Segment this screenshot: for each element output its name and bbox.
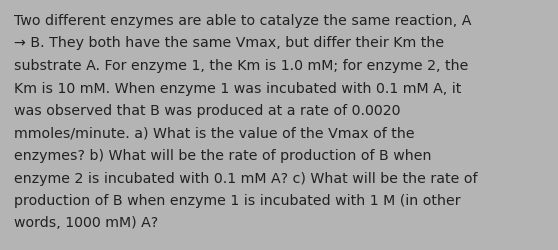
Text: Two different enzymes are able to catalyze the same reaction, A: Two different enzymes are able to cataly… — [14, 14, 472, 28]
Text: words, 1000 mM) A?: words, 1000 mM) A? — [14, 216, 158, 230]
Text: enzymes? b) What will be the rate of production of B when: enzymes? b) What will be the rate of pro… — [14, 148, 431, 162]
Text: production of B when enzyme 1 is incubated with 1 M (in other: production of B when enzyme 1 is incubat… — [14, 193, 460, 207]
Text: was observed that B was produced at a rate of 0.0020: was observed that B was produced at a ra… — [14, 104, 401, 118]
Text: → B. They both have the same Vmax, but differ their Km the: → B. They both have the same Vmax, but d… — [14, 36, 444, 50]
Text: Km is 10 mM. When enzyme 1 was incubated with 0.1 mM A, it: Km is 10 mM. When enzyme 1 was incubated… — [14, 81, 461, 95]
Text: substrate A. For enzyme 1, the Km is 1.0 mM; for enzyme 2, the: substrate A. For enzyme 1, the Km is 1.0… — [14, 59, 468, 73]
Text: enzyme 2 is incubated with 0.1 mM A? c) What will be the rate of: enzyme 2 is incubated with 0.1 mM A? c) … — [14, 171, 478, 185]
Text: mmoles/minute. a) What is the value of the Vmax of the: mmoles/minute. a) What is the value of t… — [14, 126, 415, 140]
